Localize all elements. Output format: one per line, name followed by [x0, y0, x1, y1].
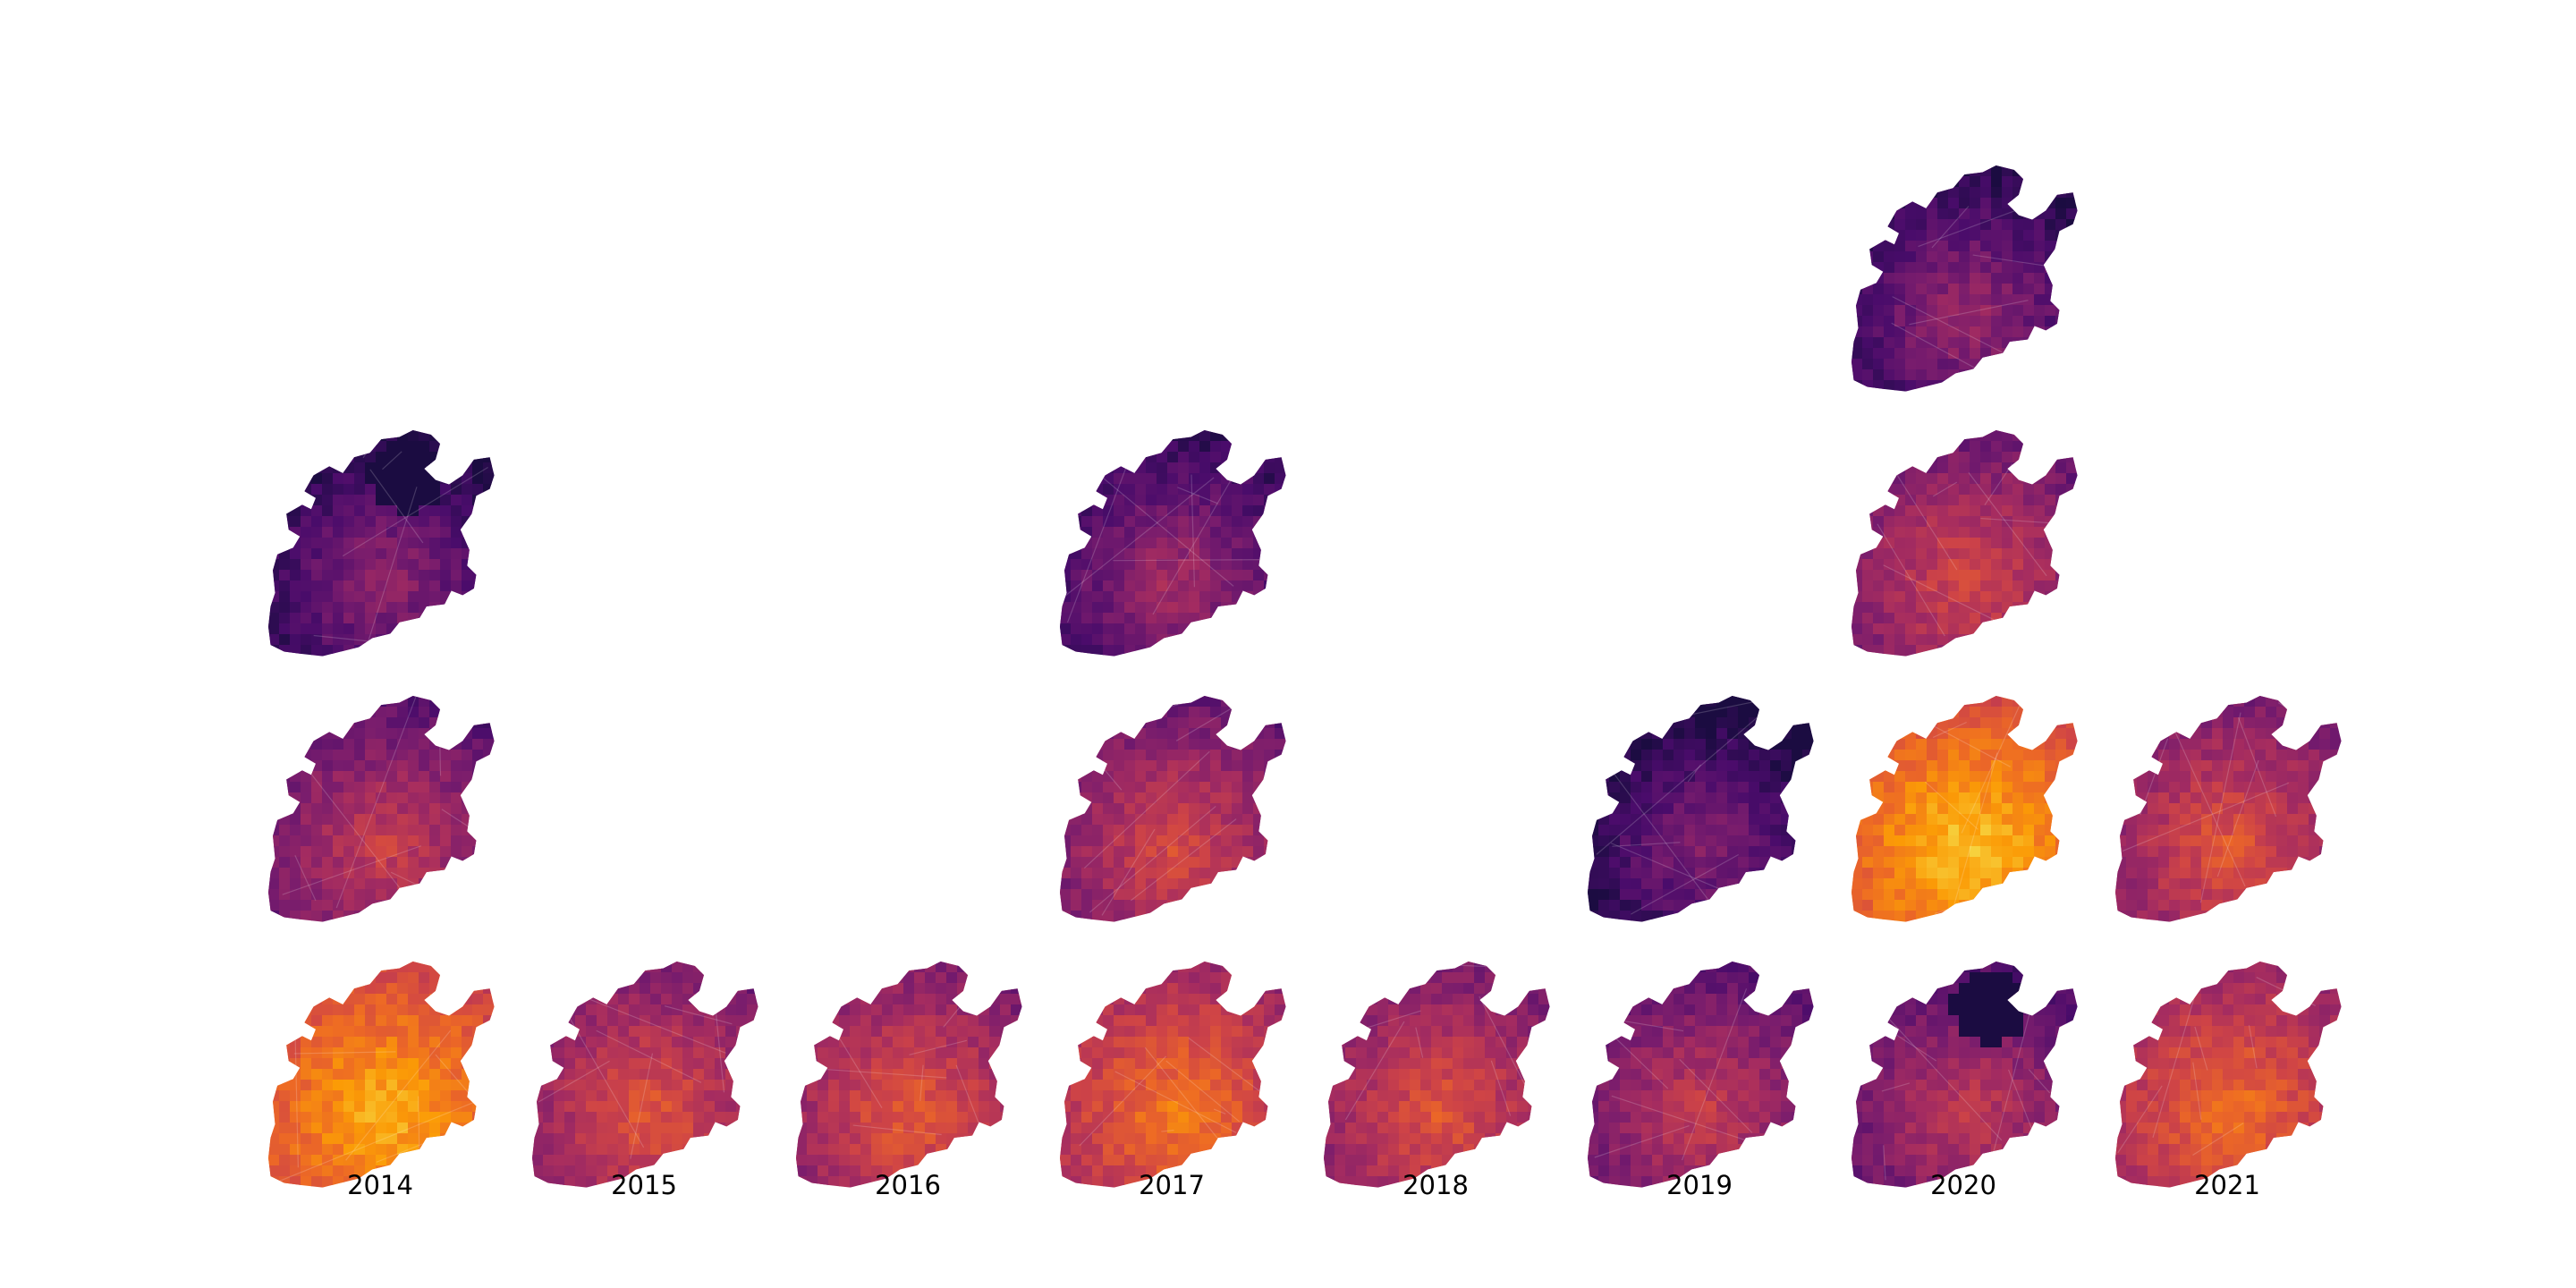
choropleth-map [1588, 962, 1814, 1188]
choropleth-map [2115, 696, 2342, 922]
year-axis-labels: 2014 2015 2016 2017 2018 2019 2020 2021 [347, 1170, 2260, 1200]
choropleth-map [1852, 165, 2078, 392]
choropleth-map [532, 962, 758, 1188]
choropleth-map [1060, 962, 1286, 1188]
choropleth-map [1060, 696, 1286, 922]
year-label: 2020 [1930, 1170, 1996, 1200]
choropleth-map [268, 696, 495, 922]
choropleth-map [1588, 696, 1814, 922]
year-label: 2014 [347, 1170, 413, 1200]
choropleth-map [1852, 696, 2078, 922]
choropleth-map [268, 962, 495, 1188]
choropleth-map [1852, 430, 2078, 657]
year-label: 2019 [1666, 1170, 1733, 1200]
year-label: 2018 [1402, 1170, 1469, 1200]
choropleth-map [796, 962, 1022, 1188]
choropleth-map [1060, 430, 1286, 657]
year-label: 2021 [2194, 1170, 2260, 1200]
map-grid [268, 165, 2342, 1188]
choropleth-map [268, 430, 495, 657]
choropleth-map [2115, 962, 2342, 1188]
year-label: 2015 [611, 1170, 677, 1200]
choropleth-map [1324, 962, 1550, 1188]
year-label: 2016 [875, 1170, 941, 1200]
year-label: 2017 [1139, 1170, 1205, 1200]
choropleth-map [1852, 962, 2078, 1188]
